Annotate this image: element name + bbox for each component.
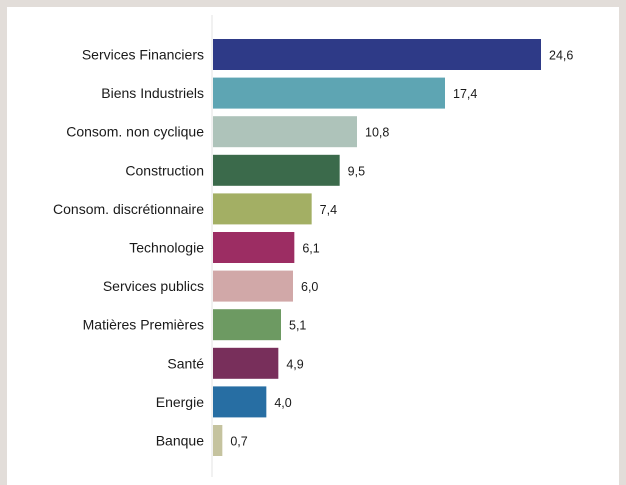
bar xyxy=(213,77,445,109)
value-label: 4,0 xyxy=(274,396,291,410)
category-label: Santé xyxy=(167,355,204,371)
value-label: 10,8 xyxy=(365,126,389,140)
bar xyxy=(213,154,340,186)
category-label: Services Financiers xyxy=(82,47,204,63)
category-label: Services publics xyxy=(103,278,204,294)
bar xyxy=(213,309,281,341)
category-label: Technologie xyxy=(129,240,204,256)
bar xyxy=(213,347,279,379)
value-label: 0,7 xyxy=(230,435,247,449)
bar xyxy=(213,232,295,263)
bar xyxy=(213,116,357,148)
category-label: Construction xyxy=(125,162,204,178)
value-label: 17,4 xyxy=(453,87,477,101)
value-label: 4,9 xyxy=(286,357,303,371)
bar xyxy=(213,39,541,70)
value-label: 6,1 xyxy=(302,242,319,256)
bar xyxy=(213,425,223,456)
bar xyxy=(213,386,267,418)
bar-chart: Services Financiers 24,6 Biens Industriels… xyxy=(53,15,573,477)
bars-group: Services Financiers 24,6 Biens Industriels… xyxy=(53,39,573,456)
category-label: Energie xyxy=(156,394,204,410)
value-label: 6,0 xyxy=(301,280,318,294)
category-label: Matières Premières xyxy=(83,317,204,333)
value-label: 5,1 xyxy=(289,319,306,333)
value-label: 9,5 xyxy=(348,164,365,178)
bar xyxy=(213,270,293,302)
bar xyxy=(213,193,312,225)
value-label: 24,6 xyxy=(549,49,573,63)
value-label: 7,4 xyxy=(320,203,337,217)
category-label: Biens Industriels xyxy=(101,85,204,101)
category-label: Consom. discrétionnaire xyxy=(53,201,204,217)
category-label: Consom. non cyclique xyxy=(66,124,204,140)
category-label: Banque xyxy=(156,433,204,449)
chart-card: Services Financiers 24,6 Biens Industriels… xyxy=(7,7,619,485)
